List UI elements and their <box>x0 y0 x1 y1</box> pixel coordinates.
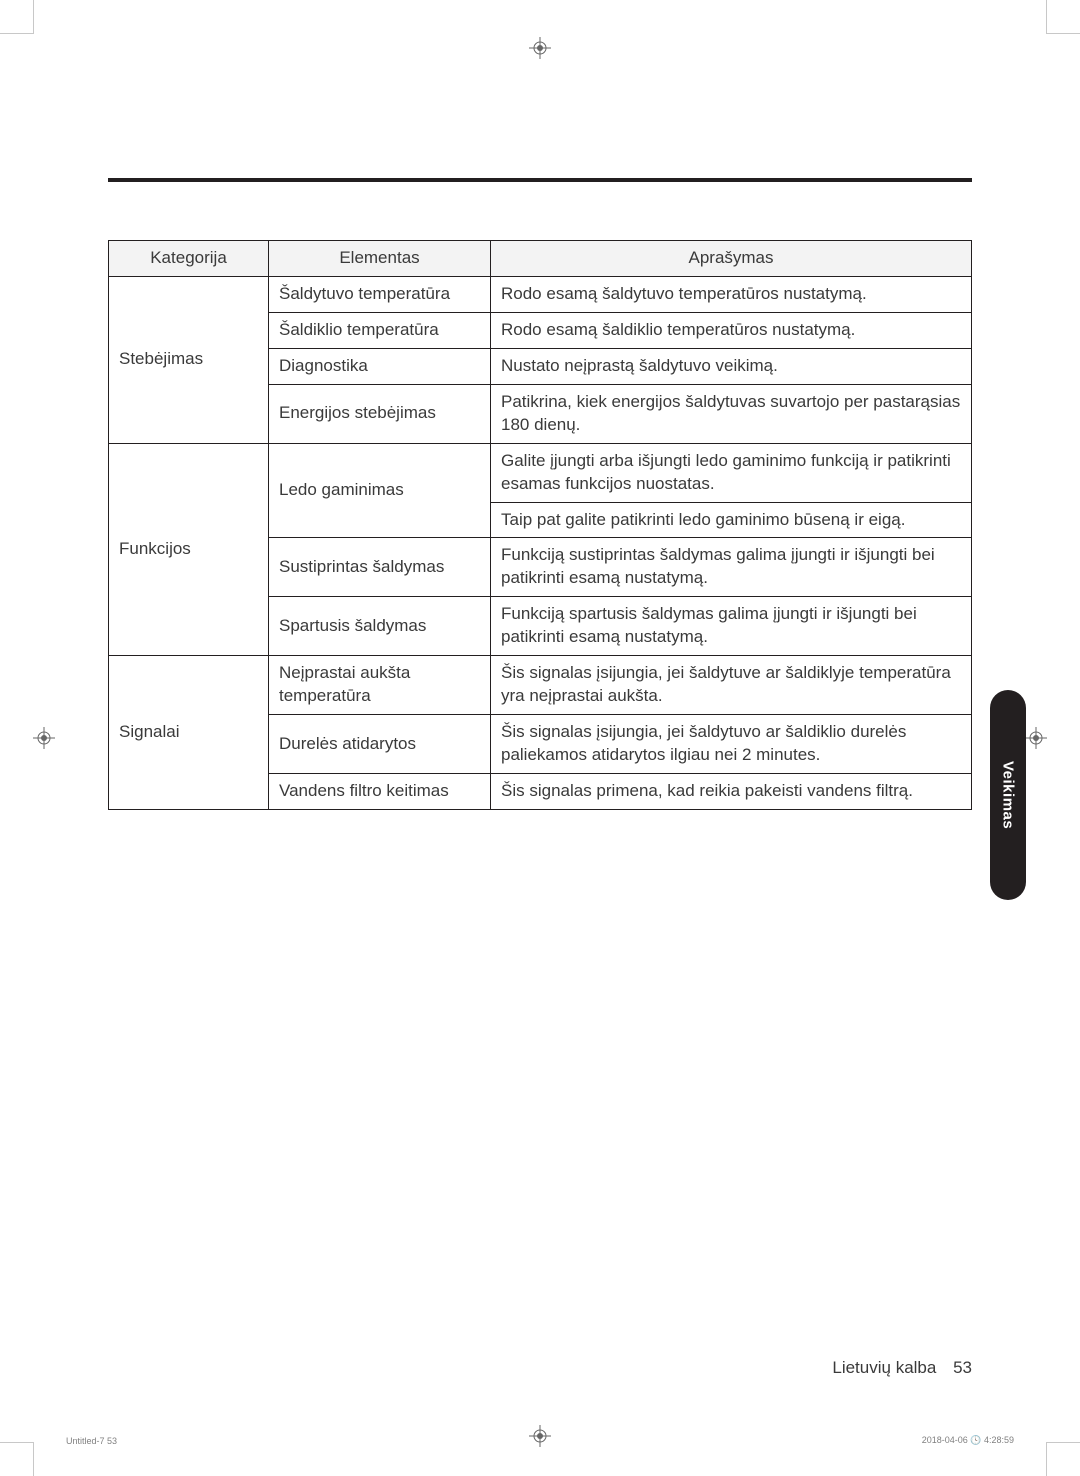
table-row: Stebėjimas Šaldytuvo temperatūra Rodo es… <box>109 276 972 312</box>
element-cell: Diagnostika <box>269 348 491 384</box>
element-cell: Spartusis šaldymas <box>269 597 491 656</box>
desc-cell: Taip pat galite patikrinti ledo gaminimo… <box>491 502 972 538</box>
table-header-row: Kategorija Elementas Aprašymas <box>109 241 972 277</box>
header-element: Elementas <box>269 241 491 277</box>
element-cell: Durelės atidarytos <box>269 715 491 774</box>
desc-cell: Galite įjungti arba išjungti ledo gamini… <box>491 443 972 502</box>
section-tab: Veikimas <box>990 690 1026 900</box>
desc-cell: Rodo esamą šaldiklio temperatūros nustat… <box>491 312 972 348</box>
table-row: Funkcijos Ledo gaminimas Galite įjungti … <box>109 443 972 502</box>
header-category: Kategorija <box>109 241 269 277</box>
element-cell: Sustiprintas šaldymas <box>269 538 491 597</box>
page-footer: Lietuvių kalba 53 <box>832 1358 972 1378</box>
footer-page-number: 53 <box>953 1358 972 1377</box>
desc-cell: Šis signalas primena, kad reikia pakeist… <box>491 773 972 809</box>
section-rule <box>108 178 972 182</box>
element-cell: Vandens filtro keitimas <box>269 773 491 809</box>
desc-cell: Funkciją sustiprintas šaldymas galima įj… <box>491 538 972 597</box>
desc-cell: Rodo esamą šaldytuvo temperatūros nustat… <box>491 276 972 312</box>
element-cell: Neįprastai aukšta temperatūra <box>269 656 491 715</box>
element-cell: Ledo gaminimas <box>269 443 491 538</box>
desc-cell: Šis signalas įsijungia, jei šaldytuvo ar… <box>491 715 972 774</box>
registration-mark-icon <box>33 727 55 749</box>
desc-cell: Nustato neįprastą šaldytuvo veikimą. <box>491 348 972 384</box>
footer-language: Lietuvių kalba <box>832 1358 936 1377</box>
registration-mark-icon <box>529 37 551 59</box>
element-cell: Šaldiklio temperatūra <box>269 312 491 348</box>
registration-mark-icon <box>1025 727 1047 749</box>
print-slug-left: Untitled-7 53 <box>66 1436 117 1446</box>
element-cell: Šaldytuvo temperatūra <box>269 276 491 312</box>
desc-cell: Šis signalas įsijungia, jei šaldytuve ar… <box>491 656 972 715</box>
section-tab-label: Veikimas <box>1000 761 1017 829</box>
desc-cell: Funkciją spartusis šaldymas galima įjung… <box>491 597 972 656</box>
category-cell: Signalai <box>109 656 269 810</box>
print-slug-right: 2018-04-06 🕓 4:28:59 <box>922 1435 1014 1446</box>
registration-mark-icon <box>529 1425 551 1447</box>
features-table: Kategorija Elementas Aprašymas Stebėjima… <box>108 240 972 810</box>
table-row: Signalai Neįprastai aukšta temperatūra Š… <box>109 656 972 715</box>
desc-cell: Patikrina, kiek energijos šaldytuvas suv… <box>491 384 972 443</box>
header-description: Aprašymas <box>491 241 972 277</box>
category-cell: Stebėjimas <box>109 276 269 443</box>
element-cell: Energijos stebėjimas <box>269 384 491 443</box>
category-cell: Funkcijos <box>109 443 269 656</box>
